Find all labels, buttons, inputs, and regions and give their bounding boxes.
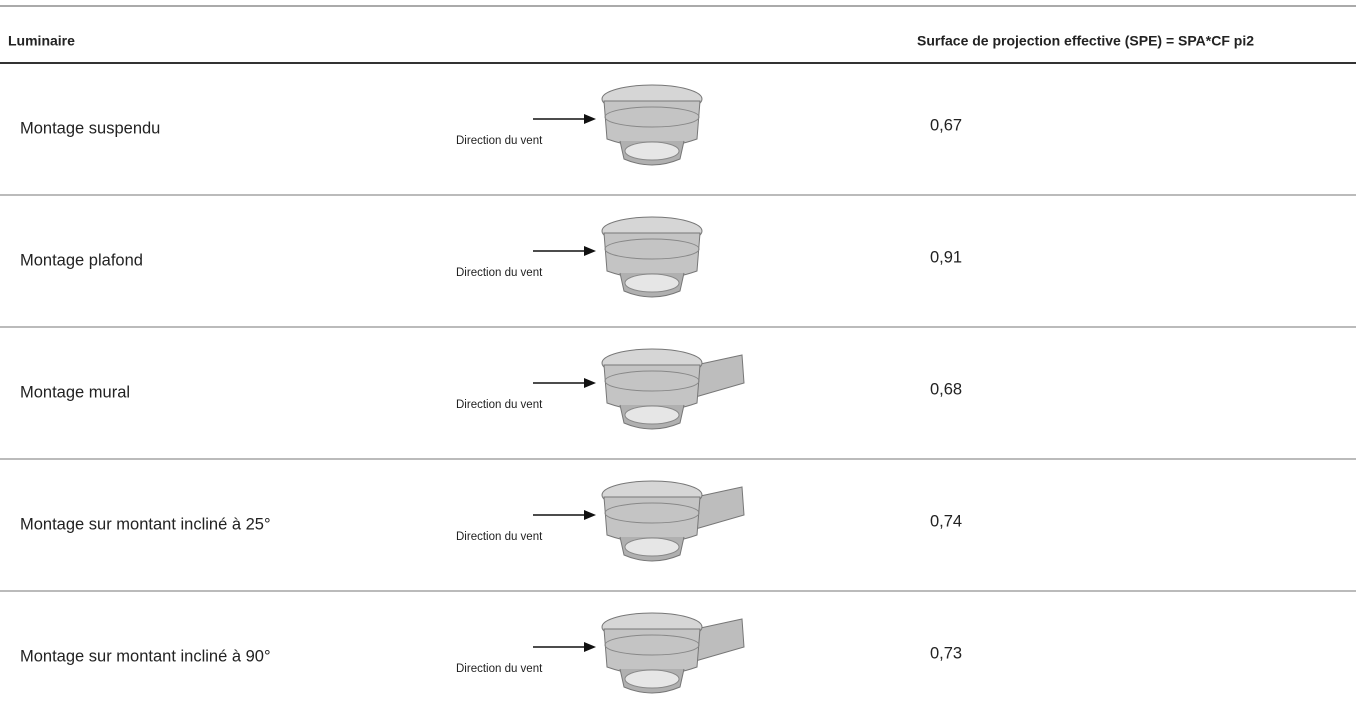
arrow-head <box>584 246 596 256</box>
luminaire-image <box>601 480 745 562</box>
value: 0,74 <box>930 512 962 530</box>
luminaire-image <box>601 348 745 430</box>
arrow-head <box>584 378 596 388</box>
lamp-band <box>604 502 700 524</box>
value: 0,91 <box>930 248 962 266</box>
mounting-type: Montage suspendu <box>20 119 160 137</box>
lamp-lens <box>624 405 680 425</box>
lamp-band <box>604 238 700 260</box>
wind-caption: Direction du vent <box>456 267 543 279</box>
wind-caption: Direction du vent <box>456 399 543 411</box>
lamp-lens <box>624 273 680 293</box>
mounting-type: Montage sur montant incliné à 90° <box>20 647 271 665</box>
wind-caption: Direction du vent <box>456 531 543 543</box>
wind-caption: Direction du vent <box>456 135 543 147</box>
mounting-type: Montage plafond <box>20 251 143 269</box>
value: 0,67 <box>930 116 962 134</box>
value: 0,73 <box>930 644 962 662</box>
wind-caption: Direction du vent <box>456 663 543 675</box>
mounting-type: Montage mural <box>20 383 130 401</box>
mounting-type: Montage sur montant incliné à 25° <box>20 515 271 533</box>
luminaire-image <box>601 216 703 298</box>
lamp-lens <box>624 669 680 689</box>
lamp-band <box>604 106 700 128</box>
lamp-band <box>604 634 700 656</box>
arrow-head <box>584 114 596 124</box>
header-luminaire: Luminaire <box>8 33 75 49</box>
luminaire-image <box>601 84 703 166</box>
lamp-lens <box>624 141 680 161</box>
lamp-lens <box>624 537 680 557</box>
lamp-band <box>604 370 700 392</box>
header-spe: Surface de projection effective (SPE) = … <box>917 33 1254 49</box>
arrow-head <box>584 642 596 652</box>
luminaire-image <box>601 612 745 694</box>
arrow-head <box>584 510 596 520</box>
value: 0,68 <box>930 380 962 398</box>
